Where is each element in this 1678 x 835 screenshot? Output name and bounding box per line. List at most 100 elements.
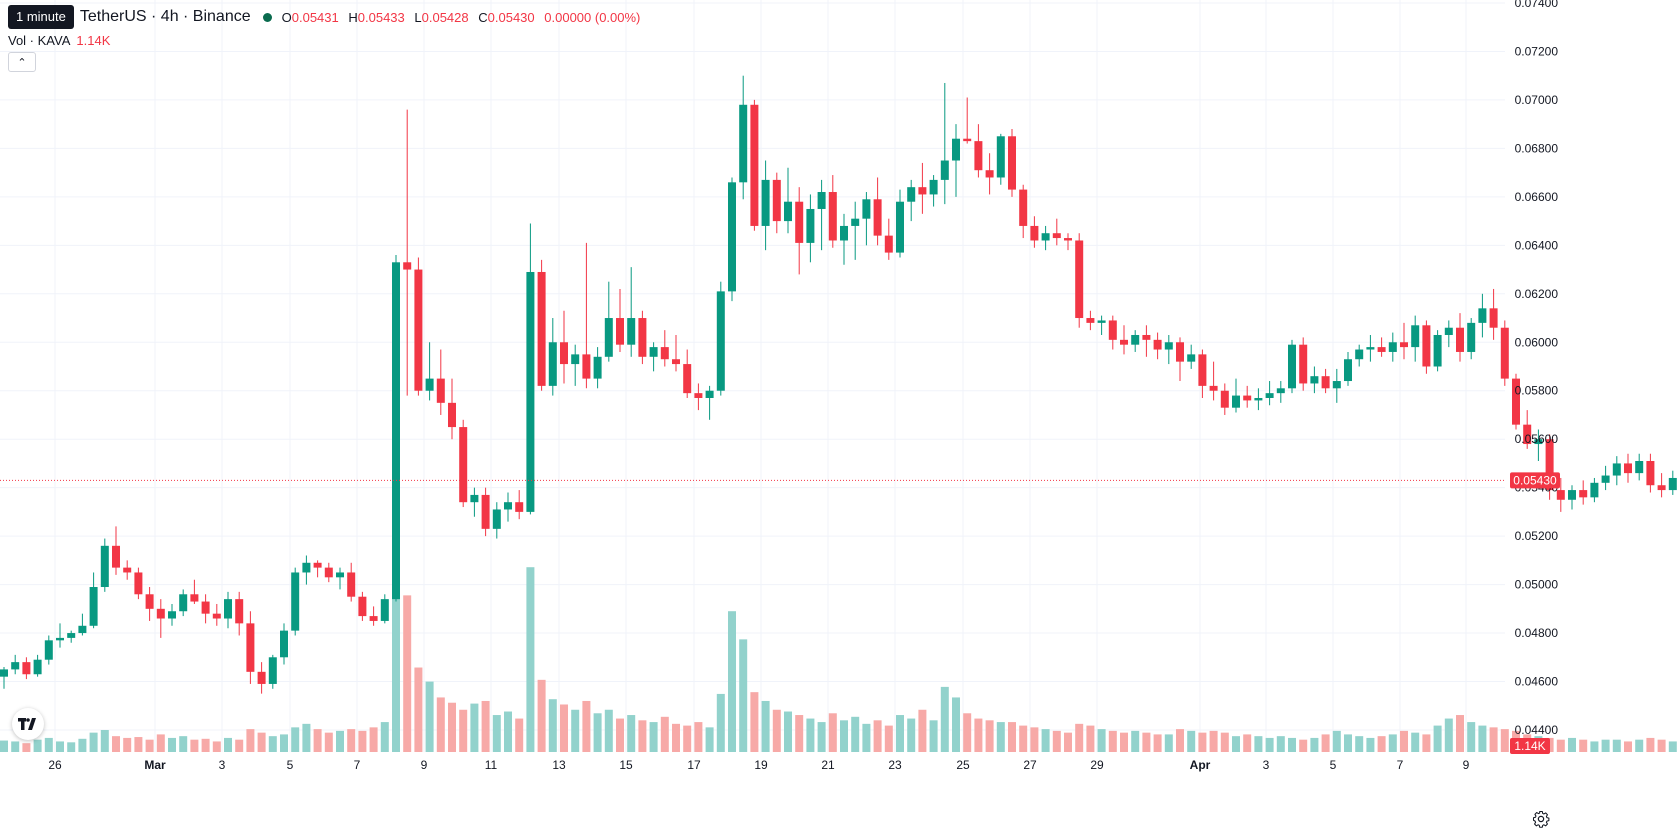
candle-body: [873, 199, 882, 236]
axis-badges: 0.05430 1.14K: [1510, 472, 1560, 754]
volume-bar: [235, 739, 244, 752]
price-tick-label: 0.07200: [1515, 44, 1559, 58]
volume-bar: [392, 580, 400, 752]
tradingview-logo-icon[interactable]: [12, 708, 44, 740]
candle-body: [1075, 240, 1084, 319]
candle-body: [918, 187, 927, 195]
candle-body: [660, 347, 669, 360]
volume-bar: [369, 727, 378, 752]
candle-body: [571, 354, 580, 365]
candle-body: [201, 601, 210, 614]
time-tick-label: 17: [687, 758, 701, 772]
time-tick-label: 5: [1330, 758, 1337, 772]
candle-body: [884, 235, 893, 253]
volume-bar: [1120, 732, 1128, 752]
volume-bar: [1108, 730, 1117, 752]
volume-bar: [246, 729, 255, 752]
candle-body: [1019, 189, 1028, 226]
volume-bar: [481, 700, 490, 752]
volume-bar: [952, 697, 960, 752]
candle-body: [291, 572, 300, 631]
time-tick-label: 7: [354, 758, 361, 772]
volume-bar: [716, 693, 725, 752]
volume-legend[interactable]: Vol · KAVA 1.14K: [8, 33, 110, 48]
candle-body: [1668, 477, 1677, 491]
candle-body: [1433, 334, 1442, 367]
volume-bar: [1344, 734, 1352, 752]
candle-body: [840, 225, 848, 241]
open-label: O: [281, 9, 292, 25]
volume-bar: [1411, 732, 1420, 752]
candle-body: [22, 662, 31, 675]
ohlc-values: O0.05431 H0.05433 L0.05428 C0.05430 0.00…: [282, 10, 641, 25]
volume-bar: [1008, 722, 1016, 752]
low-label: L: [414, 9, 422, 25]
market-status-icon[interactable]: [262, 12, 272, 22]
price-tick-label: 0.04400: [1515, 723, 1559, 737]
candle-body: [750, 104, 759, 226]
candle-body: [112, 545, 120, 568]
volume-bar: [851, 716, 860, 752]
candle-body: [1220, 390, 1229, 408]
open-value: 0.05431: [291, 9, 339, 25]
high-value: 0.05433: [357, 9, 405, 25]
volume-bar: [1467, 722, 1476, 752]
collapse-legend-button[interactable]: ⌃: [8, 52, 36, 72]
volume-bar: [1209, 730, 1218, 752]
candle-body: [1534, 439, 1543, 445]
tradingview-logo-mark: [18, 718, 36, 730]
candle-body: [369, 616, 378, 621]
candle-body: [907, 187, 916, 202]
price-tick-label: 0.06200: [1515, 287, 1559, 301]
volume-bar: [1646, 737, 1655, 752]
time-tick-label: 21: [821, 758, 835, 772]
candle-body: [481, 494, 490, 529]
volume-bar: [896, 715, 904, 752]
price-tick-label: 0.06600: [1515, 190, 1559, 204]
volume-bar: [1220, 732, 1229, 752]
volume-bar: [358, 730, 367, 752]
volume-bar: [884, 725, 893, 752]
volume-bar: [470, 703, 479, 752]
time-tick-label: 29: [1090, 758, 1104, 772]
volume-bar: [604, 709, 613, 752]
volume-bar: [1657, 739, 1666, 752]
candle-body: [1142, 334, 1151, 340]
symbol-title[interactable]: TetherUS · 4h · Binance: [79, 8, 251, 25]
time-tick-label: 13: [552, 758, 566, 772]
candle-body: [0, 669, 8, 677]
candle-body: [1052, 233, 1061, 239]
candle-body: [638, 318, 647, 357]
price-tick-label: 0.05200: [1515, 529, 1559, 543]
candle-body: [425, 378, 434, 391]
volume-bar: [336, 730, 344, 752]
volume-bar: [78, 738, 87, 752]
candle-body: [414, 269, 423, 391]
volume-bar: [985, 720, 994, 752]
gear-icon[interactable]: [1532, 810, 1550, 828]
time-tick-label: 5: [287, 758, 294, 772]
candle-body: [100, 545, 109, 588]
candle-body: [929, 179, 938, 195]
candle-body: [806, 208, 815, 243]
candle-body: [1579, 490, 1588, 498]
candle-body: [246, 623, 255, 672]
candle-body: [1232, 395, 1240, 408]
volume-bar: [492, 715, 501, 752]
volume-bar: [33, 739, 42, 752]
volume-bar: [537, 679, 546, 752]
volume-bar: [414, 667, 423, 752]
candle-body: [817, 192, 826, 209]
price-tick-label: 0.06800: [1515, 141, 1559, 155]
volume-bar: [1556, 739, 1565, 752]
candle-body: [145, 594, 154, 609]
volume-bar: [817, 722, 826, 752]
candle-body: [1097, 320, 1106, 323]
candle-body: [526, 271, 535, 512]
candle-body: [1131, 334, 1140, 345]
candle-body: [1590, 482, 1599, 498]
volume-bar: [1321, 734, 1330, 752]
volume-bar: [1030, 727, 1039, 752]
volume-bar: [112, 736, 120, 752]
